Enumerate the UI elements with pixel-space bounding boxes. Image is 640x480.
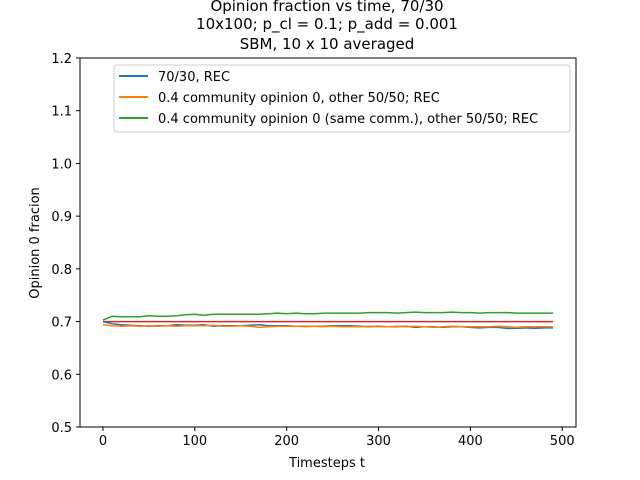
y-tick-label: 0.6	[51, 368, 72, 383]
series-line-3	[102, 311, 553, 321]
legend-frame	[113, 64, 571, 133]
y-axis-ticks: 0.5 0.6 0.7 0.8 0.9 1.0 1.1 1.2	[51, 52, 80, 436]
series-lines	[102, 311, 554, 330]
y-tick-label: 0.7	[51, 316, 72, 331]
x-tick-label: 500	[550, 434, 575, 449]
x-tick-label: 300	[366, 434, 391, 449]
x-tick-label: 0	[99, 434, 107, 449]
plot-frame	[79, 57, 577, 428]
series-line-2	[102, 323, 553, 329]
legend-label-1: 70/30, REC	[158, 70, 230, 85]
y-tick-label: 1.1	[51, 105, 72, 120]
y-tick-label: 0.9	[51, 210, 72, 225]
chart-title-line-1: Opinion fraction vs time, 70/30	[210, 0, 443, 15]
y-tick-label: 1.2	[51, 52, 72, 67]
x-tick-label: 400	[458, 434, 483, 449]
chart-title-line-2: 10x100; p_cl = 0.1; p_add = 0.001	[196, 15, 458, 34]
x-tick-label: 200	[274, 434, 299, 449]
y-tick-label: 1.0	[51, 157, 72, 172]
y-axis-label: Opinion 0 fracion	[28, 187, 43, 299]
x-axis-ticks: 0 100 200 300 400 500	[99, 427, 575, 449]
x-tick-label: 100	[182, 434, 207, 449]
y-tick-label: 0.5	[51, 421, 72, 436]
chart-title-line-3: SBM, 10 x 10 averaged	[240, 35, 415, 53]
legend-label-2: 0.4 community opinion 0, other 50/50; RE…	[158, 91, 440, 106]
legend: 70/30, REC 0.4 community opinion 0, other…	[113, 64, 571, 133]
legend-label-3: 0.4 community opinion 0 (same comm.), ot…	[158, 112, 538, 127]
y-tick-label: 0.8	[51, 263, 72, 278]
x-axis-label: Timesteps t	[288, 456, 365, 471]
